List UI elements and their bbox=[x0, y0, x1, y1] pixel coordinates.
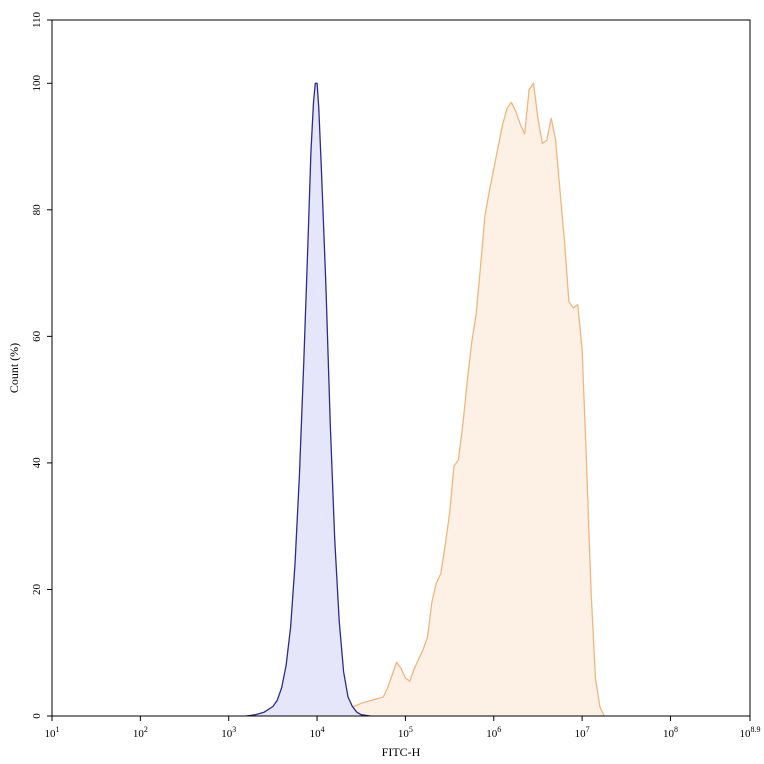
x-axis: 101 102 103 104 105 106 107 108 108.9 bbox=[45, 716, 761, 740]
y-tick-label: 60 bbox=[31, 330, 43, 342]
x-tick-label: 107 bbox=[575, 725, 590, 740]
x-tick-label: 101 bbox=[45, 725, 60, 740]
x-tick-label: 105 bbox=[398, 725, 413, 740]
y-tick-label: 110 bbox=[31, 11, 43, 28]
x-tick-label: 103 bbox=[221, 725, 236, 740]
series-1-fill bbox=[246, 83, 371, 717]
plot-frame bbox=[51, 19, 751, 717]
x-tick-label: 102 bbox=[133, 725, 148, 740]
y-tick-label: 100 bbox=[31, 75, 43, 92]
x-tick-label: 104 bbox=[310, 725, 325, 740]
y-tick-label: 80 bbox=[31, 204, 43, 216]
series-0-fill bbox=[255, 83, 605, 717]
x-axis-title: FITC-H bbox=[382, 745, 421, 759]
y-axis: 0 20 40 60 80 100 110 bbox=[31, 11, 52, 719]
series-0-line bbox=[255, 82, 605, 717]
y-tick-label: 40 bbox=[31, 457, 43, 469]
x-tick-label: 108 bbox=[663, 725, 678, 740]
series-1-line bbox=[246, 82, 371, 717]
x-tick-label: 106 bbox=[486, 725, 501, 740]
y-axis-title: Count (%) bbox=[7, 343, 21, 393]
series-layer bbox=[246, 82, 605, 717]
x-tick-label: 108.9 bbox=[740, 725, 761, 740]
y-tick-label: 20 bbox=[31, 583, 43, 595]
y-tick-label: 0 bbox=[31, 713, 43, 719]
